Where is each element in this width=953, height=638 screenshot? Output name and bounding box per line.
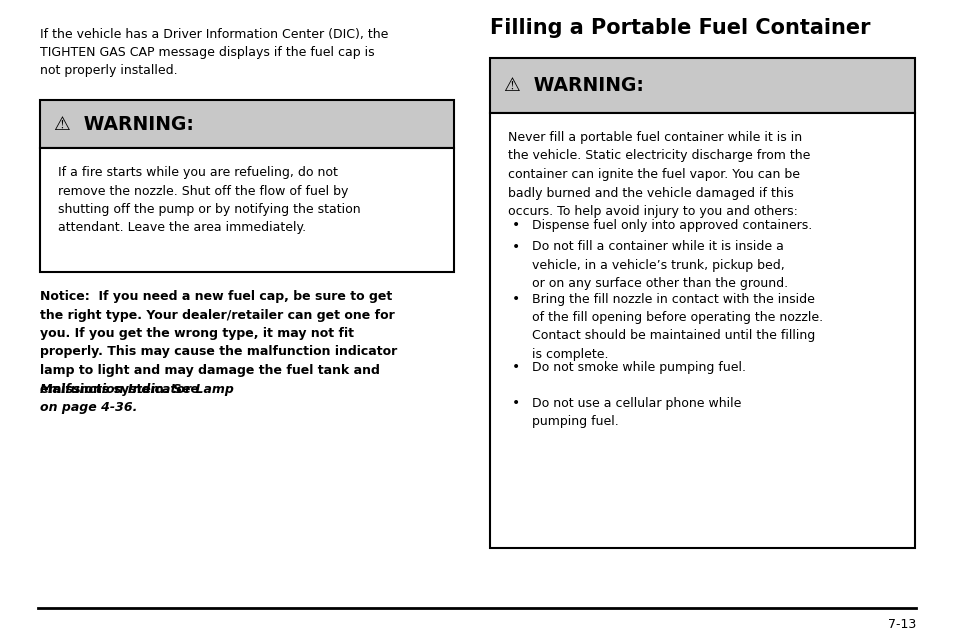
Bar [490,58,914,113]
Text: Malfunction Indicator Lamp
on page 4-36.: Malfunction Indicator Lamp on page 4-36. [40,383,233,415]
Text: ⚠  WARNING:: ⚠ WARNING: [503,76,643,95]
Text: •: • [512,360,519,375]
Text: Notice:  If you need a new fuel cap, be sure to get
the right type. Your dealer/: Notice: If you need a new fuel cap, be s… [40,290,396,396]
Text: Do not use a cellular phone while
pumping fuel.: Do not use a cellular phone while pumpin… [532,396,740,428]
Text: If a fire starts while you are refueling, do not
remove the nozzle. Shut off the: If a fire starts while you are refueling… [58,166,360,235]
Bar [40,100,454,148]
Text: Bring the fill nozzle in contact with the inside
of the fill opening before oper: Bring the fill nozzle in contact with th… [532,292,822,361]
Text: •: • [512,396,519,410]
Text: ⚠  WARNING:: ⚠ WARNING: [54,114,193,133]
Text: •: • [512,218,519,232]
Text: •: • [512,241,519,255]
Bar [490,113,914,548]
Bar [40,148,454,272]
Text: Filling a Portable Fuel Container: Filling a Portable Fuel Container [490,18,869,38]
Text: If the vehicle has a Driver Information Center (DIC), the
TIGHTEN GAS CAP messag: If the vehicle has a Driver Information … [40,28,388,77]
Text: Do not smoke while pumping fuel.: Do not smoke while pumping fuel. [532,360,745,373]
Text: •: • [512,292,519,306]
Text: Do not fill a container while it is inside a
vehicle, in a vehicle’s trunk, pick: Do not fill a container while it is insi… [532,241,787,290]
Text: 7-13: 7-13 [887,618,915,631]
Text: Never fill a portable fuel container while it is in
the vehicle. Static electric: Never fill a portable fuel container whi… [507,131,809,218]
Text: Dispense fuel only into approved containers.: Dispense fuel only into approved contain… [532,218,811,232]
